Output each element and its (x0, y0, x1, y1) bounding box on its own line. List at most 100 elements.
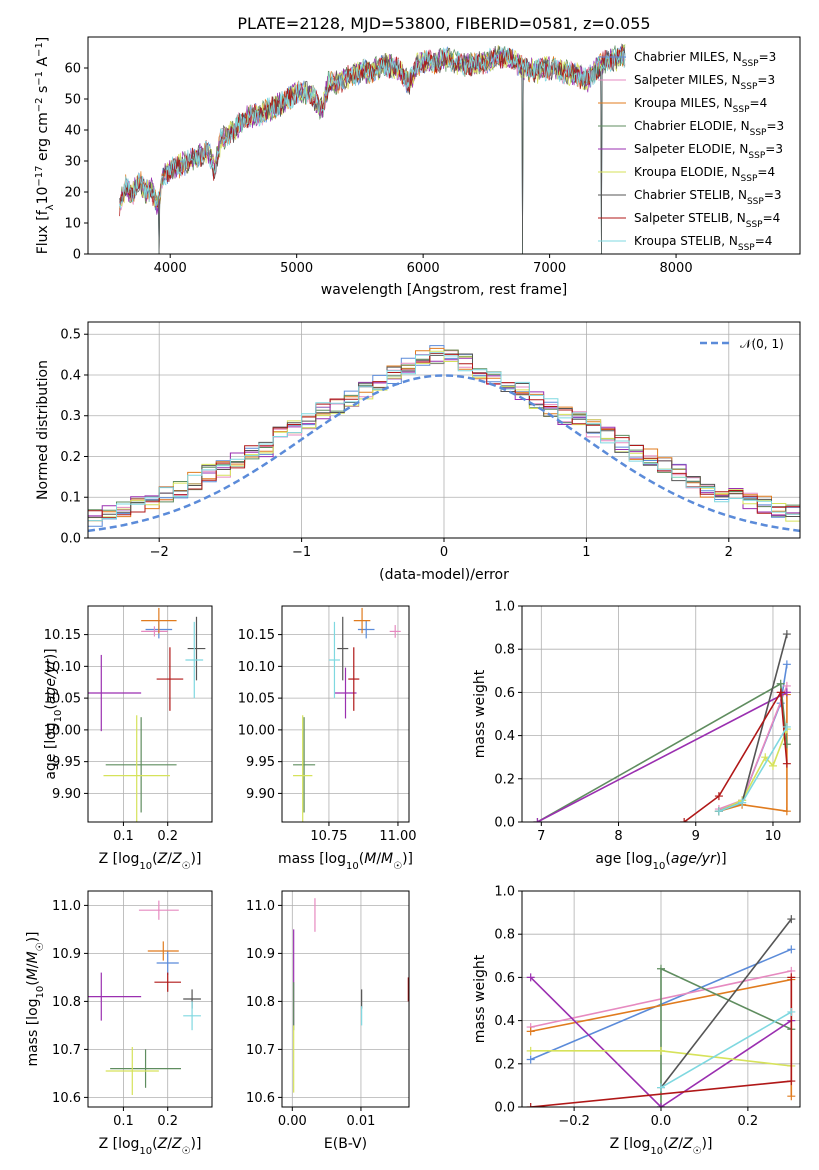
x-tick-label: −1 (292, 545, 311, 560)
y-tick-label: 11.0 (52, 899, 81, 914)
y-tick-label: 9.95 (52, 755, 81, 770)
y-tick-label: 0.8 (494, 643, 515, 658)
legend-entry: Kroupa MILES, NSSP=4 (634, 96, 767, 115)
weight-point-marker (787, 915, 796, 924)
x-tick-label: 0.0 (651, 1114, 672, 1129)
y-tick-label: 20 (64, 186, 81, 201)
legend-entry: Kroupa STELIB, NSSP=4 (634, 234, 772, 253)
y-tick-label: 10.15 (238, 628, 275, 643)
weight-point-marker (776, 679, 785, 688)
x-axis-label: (data-model)/error (379, 567, 509, 583)
weight-lines (533, 630, 791, 822)
weight-point-marker (657, 1083, 665, 1092)
y-tick-label: 0 (73, 248, 81, 263)
weight-series-line (718, 685, 788, 810)
y-tick-label: 1.0 (494, 600, 515, 615)
y-tick-label: 10.00 (44, 723, 81, 738)
histograms (88, 345, 800, 533)
legend-entry: Kroupa ELODIE, NSSP=4 (634, 165, 775, 184)
grid-lines (88, 606, 212, 822)
x-tick-label: 8000 (660, 261, 693, 276)
x-tick-label: 8 (614, 829, 622, 844)
x-tick-label: 9 (692, 829, 700, 844)
x-tick-label: 0.1 (113, 1114, 134, 1129)
x-axis-label: Z [log10(Z/Z☉)] (99, 1136, 202, 1157)
legend-entry: Salpeter MILES, NSSP=3 (634, 73, 775, 92)
x-tick-label: 0.2 (738, 1114, 759, 1129)
y-axis-label: Normed distribution (35, 360, 51, 500)
legend-entry: Salpeter STELIB, NSSP=4 (634, 211, 780, 230)
y-axis-label: Flux [fλ10−17 erg cm−2 s−1 A−1] (34, 37, 56, 255)
legend-entry: Chabrier MILES, NSSP=3 (634, 50, 776, 69)
weight-point-marker (787, 1092, 796, 1101)
weight-point-marker (657, 964, 665, 973)
y-tick-label: 0.2 (494, 1057, 515, 1072)
weight-point-marker (787, 1077, 796, 1086)
weight-point-marker (761, 753, 770, 762)
y-tick-label: 40 (64, 124, 81, 139)
y-tick-label: 0.5 (60, 328, 81, 343)
y-tick-label: 1.0 (494, 885, 515, 900)
x-tick-label: −0.2 (558, 1114, 590, 1129)
y-tick-label: 0.8 (494, 928, 515, 943)
x-tick-label: 7 (537, 829, 545, 844)
y-tick-label: 50 (64, 93, 81, 108)
x-axis-label: mass [log10(M/M☉)] (278, 851, 413, 872)
error-bars (88, 900, 201, 1095)
weight-point-marker (782, 759, 791, 768)
y-tick-label: 10.05 (44, 692, 81, 707)
y-tick-label: 0.3 (60, 409, 81, 424)
error-bars (293, 898, 409, 1093)
age-vs-mass-plot: 10.75 11.00 9.90 9.95 10.00 10.05 10.10 10.15 ma… (238, 605, 417, 872)
y-tick-label: 10.9 (52, 947, 81, 962)
weight-point-marker (526, 973, 535, 982)
y-tick-label: 0.0 (60, 532, 81, 547)
mass-weight-vs-metallicity-plot: −0.2 0.0 0.2 0.0 0.2 0.4 0.6 0.8 1.0 Z [log10(Z/Z… (472, 885, 801, 1157)
y-axis-label: age [log10(age/yr)] (43, 648, 64, 779)
spectrum-series-line (119, 46, 626, 209)
x-tick-label: 5000 (280, 261, 313, 276)
residual-histogram-plot: −2 −1 0 1 2 0.0 0.1 0.2 0.3 0.4 0.5 𝒩(0, 1) (data-mo… (35, 321, 801, 583)
y-tick-label: 30 (64, 155, 81, 170)
x-tick-label: 7000 (533, 261, 566, 276)
x-axis-label: Z [log10(Z/Z☉)] (99, 851, 202, 872)
x-tick-label: 11.00 (379, 829, 416, 844)
weight-series-line (660, 918, 792, 1089)
y-tick-label: 0.4 (494, 1014, 515, 1029)
x-axis-label: E(B-V) (324, 1136, 367, 1152)
y-tick-label: 60 (64, 62, 81, 77)
weight-series-line (683, 689, 788, 822)
weight-series-line (660, 1011, 792, 1089)
spectrum-series-line (119, 45, 626, 217)
mass-vs-ebv-plot: 0.00 0.01 10.6 10.7 10.8 10.9 11.0 E(B-V) (246, 890, 410, 1152)
axes-frame (281, 605, 410, 823)
axes-frame (87, 36, 801, 255)
y-tick-label: 0.6 (494, 686, 515, 701)
spectrum-title: PLATE=2128, MJD=53800, FIBERID=0581, z=0… (237, 14, 650, 33)
error-bars (88, 607, 206, 822)
weight-point-marker (738, 798, 747, 807)
weight-point-marker (782, 740, 791, 749)
gaussian-curve (88, 374, 800, 533)
axes-frame (281, 890, 410, 1108)
legend-entry: 𝒩(0, 1) (740, 337, 784, 351)
y-tick-label: 10.05 (238, 692, 275, 707)
y-tick-label: 10 (64, 217, 81, 232)
weight-point-marker (526, 1103, 535, 1107)
y-tick-label: 0.0 (494, 816, 515, 831)
y-tick-label: 0.4 (494, 729, 515, 744)
x-tick-label: 10.75 (310, 829, 347, 844)
y-tick-label: 10.7 (246, 1043, 275, 1058)
x-axis-label: age [log10(age/yr)] (595, 851, 726, 872)
y-tick-label: 0.2 (60, 450, 81, 465)
weight-point-marker (782, 722, 791, 731)
error-bars (293, 607, 401, 822)
y-tick-label: 10.6 (246, 1091, 275, 1106)
weight-point-marker (714, 792, 723, 801)
y-tick-label: 0.2 (494, 772, 515, 787)
spectrum-plot: 4000 5000 6000 7000 8000 0 10 20 30 40 50 60 wavelen… (34, 36, 801, 298)
grid-lines (522, 605, 800, 823)
age-vs-metallicity-plot: 0.1 0.2 9.90 9.95 10.00 10.05 10.10 10.15 Z [log… (43, 605, 213, 872)
x-axis-label: wavelength [Angstrom, rest frame] (321, 282, 567, 298)
